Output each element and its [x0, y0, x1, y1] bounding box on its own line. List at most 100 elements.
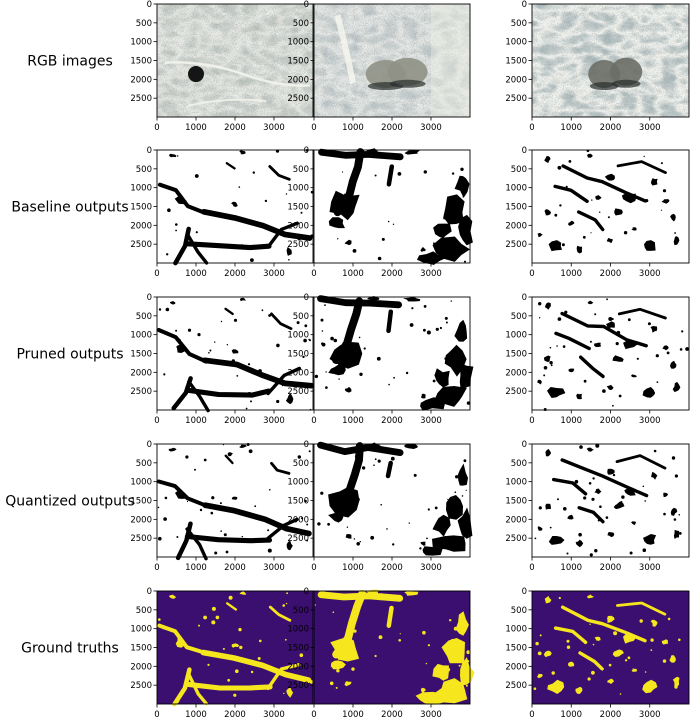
panel-r4c1-speck	[422, 630, 426, 635]
panel-r1c1-speck	[462, 196, 464, 198]
x-tick-label: 0	[154, 123, 159, 133]
y-tick-label: 500	[293, 165, 309, 175]
x-tick-label: 3000	[263, 416, 285, 426]
panel-r3c0-speck	[267, 529, 270, 532]
panel-r3c1-speck	[386, 528, 388, 530]
panel-r4c1-segment	[317, 591, 404, 602]
panel-r2c2-speck	[655, 354, 659, 358]
panel-r1c1-speck	[387, 220, 390, 223]
panel-r4c0-speck	[250, 670, 254, 674]
panel-r2c2-speck	[685, 347, 689, 351]
figure-grid: RGB images 0 1000 2000 3000 0 500 1000 1500 2000 2…	[5, 0, 690, 720]
x-tick-label: 1000	[185, 710, 207, 720]
y-tick-label: 2500	[505, 387, 527, 397]
x-tick-label: 3000	[263, 269, 285, 279]
panel-r2c2-region	[612, 355, 624, 362]
panel-r1c1-region	[404, 150, 421, 155]
panel-r4c2-speck	[674, 685, 678, 689]
panel-r1c1-region	[458, 214, 473, 246]
y-tick-label: 2000	[130, 75, 152, 85]
panel-r4c2-speck	[644, 671, 647, 673]
panel-r4c1-speck	[380, 593, 383, 596]
panel-r2c0-speck	[261, 309, 264, 312]
y-tick-label: 1500	[505, 644, 527, 654]
panel-r4c1-region	[432, 663, 449, 681]
panel-r4c2-speck	[537, 651, 542, 656]
panel-r4c2-speck	[678, 638, 681, 642]
y-tick-label: 0	[304, 587, 309, 597]
panel-r4c2-segment	[616, 601, 667, 616]
panel-r2c0-speck	[209, 349, 212, 352]
panel-r2c1-speck	[393, 376, 395, 379]
panel-r2c2-region	[631, 374, 637, 378]
panel-r1c2-speck	[568, 160, 572, 163]
panel-r2c1-speck	[409, 323, 414, 327]
panel-r1c2-region	[661, 199, 670, 204]
panel-r3c1-speck	[327, 522, 330, 526]
y-tick-label: 1000	[287, 38, 309, 48]
panel-r4c1-speck	[351, 667, 355, 671]
panel-r2c0-speck	[165, 307, 170, 312]
panel-r3c2-speck	[592, 477, 595, 480]
panel-r2c2-speck	[651, 391, 655, 395]
panel-r3c1-speck	[439, 529, 442, 532]
y-tick-label: 1000	[130, 38, 152, 48]
y-tick-label: 500	[136, 459, 152, 469]
panel-r3c1-region	[422, 546, 444, 556]
y-tick-label: 1000	[287, 331, 309, 341]
panel-r4c0-speck	[211, 606, 216, 611]
panel-r3c2-region	[545, 503, 551, 510]
x-tick-label: 3000	[420, 269, 442, 279]
panel-r4c1-speck	[450, 638, 455, 643]
panel-r2c2-speck	[656, 381, 659, 383]
panel-r4c0-speck	[207, 663, 210, 667]
panel-r1c0-segment	[186, 233, 209, 265]
y-tick-label: 2000	[505, 221, 527, 231]
panel-r2c1-speck	[405, 371, 409, 375]
panel-r4c0-segment	[187, 672, 208, 706]
panel-r4c1-segment	[386, 605, 394, 628]
panel-r2c2-speck	[549, 346, 552, 349]
y-tick-label: 1500	[505, 497, 527, 507]
panel-r1c1-region	[417, 251, 448, 265]
panel-r3c0-speck	[225, 550, 229, 554]
panel-r3c1-speck	[354, 454, 358, 458]
y-tick-label: 2000	[505, 515, 527, 525]
y-tick-label: 2500	[130, 534, 152, 544]
panel-r1c1-speck	[374, 174, 377, 177]
panel-r3c2-speck	[671, 456, 676, 460]
panel-r2c1-speck	[320, 318, 324, 322]
panel-r4c2-speck	[608, 663, 612, 667]
x-tick-label: 2000	[381, 123, 403, 133]
row-rgb-0: RGB images 0 1000 2000 3000 0 500 1000 1500 2000 2…	[27, 0, 690, 133]
panel-r3c1-region	[404, 443, 418, 449]
panel-r2c2-region	[670, 360, 677, 369]
panel-r3c1-region	[328, 487, 360, 518]
y-tick-label: 1000	[130, 331, 152, 341]
y-tick-label: 2500	[505, 240, 527, 250]
panel-r3c2-speck	[629, 551, 633, 555]
y-tick-label: 0	[522, 587, 527, 597]
panel-r3c1-speck	[463, 459, 467, 463]
panel-r3c0-segment	[202, 502, 312, 537]
panel-r2c2-region	[672, 381, 681, 393]
panel-rgb-col2: 0 1000 2000 3000 0 500 1000 1500 2000 2500	[287, 0, 471, 133]
y-tick-label: 2500	[287, 240, 309, 250]
panel-r4c2-speck	[639, 619, 643, 623]
panel-r4c2-speck	[539, 634, 542, 637]
panel-r1c2-speck	[660, 162, 663, 165]
x-tick-label: 3000	[263, 710, 285, 720]
panel-r3c2-speck	[644, 500, 646, 502]
row-label: Quantized outputs	[5, 494, 135, 510]
panel-r4c1-speck	[465, 684, 468, 687]
panel-r3c1-region	[328, 511, 344, 523]
panel-r3c2-speck	[605, 516, 609, 519]
x-tick-label: 3000	[263, 563, 285, 573]
panel-r3c2-region	[607, 468, 615, 475]
panel-r2c1-segment	[386, 309, 394, 334]
panel-r4c0-segment	[266, 663, 301, 690]
panel-r3c2-segment	[577, 506, 605, 524]
panel-r4c2-speck	[619, 693, 622, 695]
panel-r3c2-region	[607, 532, 615, 538]
